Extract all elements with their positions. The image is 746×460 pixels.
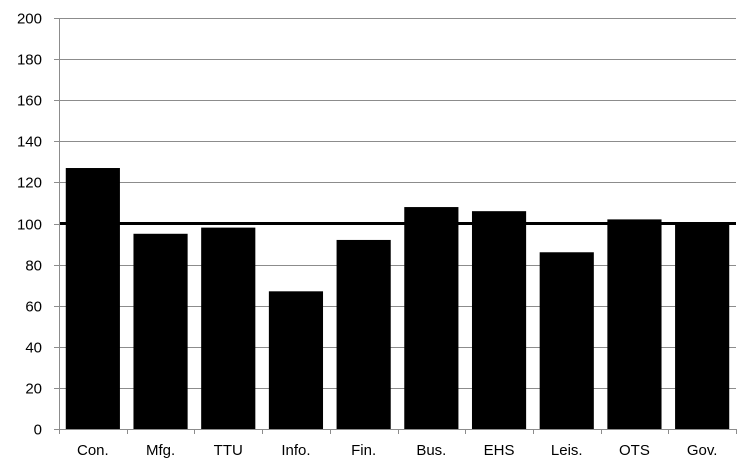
bar [201,227,256,429]
x-tick-label: Fin. [351,442,376,459]
x-tick-label: Mfg. [146,442,175,459]
axes [54,18,737,434]
bar [607,219,662,429]
y-tick-label: 200 [17,11,42,28]
y-tick-label: 140 [17,134,42,151]
y-tick-label: 0 [34,422,42,439]
bar [404,207,459,429]
y-tick-label: 120 [17,175,42,192]
x-tick-label: Bus. [416,442,446,459]
x-tick-label: Con. [77,442,109,459]
x-tick-label: Gov. [687,442,718,459]
x-tick-label: Info. [281,442,310,459]
y-tick-label: 80 [25,258,42,275]
y-tick-label: 20 [25,381,42,398]
y-tick-label: 40 [25,340,42,357]
bar [133,233,188,429]
y-tick-label: 180 [17,52,42,69]
x-tick-labels: Con. Mfg. TTU Info. Fin. Bus. EHS Leis. OTS Gov. [77,442,717,459]
x-tick-label: OTS [619,442,650,459]
bar [336,239,391,429]
x-tick-label: Leis. [551,442,583,459]
bar [471,211,527,429]
bar [675,223,730,429]
x-tick-label: EHS [484,442,515,459]
x-tick-label: TTU [214,442,243,459]
bar [268,291,324,429]
bar [539,252,594,429]
y-tick-label: 160 [17,93,42,110]
y-tick-label: 100 [17,217,42,234]
y-tick-label: 60 [25,299,42,316]
bar-series [65,168,730,429]
bar [65,168,120,429]
y-tick-labels: 0 20 40 60 80 100 120 140 160 180 200 [17,11,42,439]
